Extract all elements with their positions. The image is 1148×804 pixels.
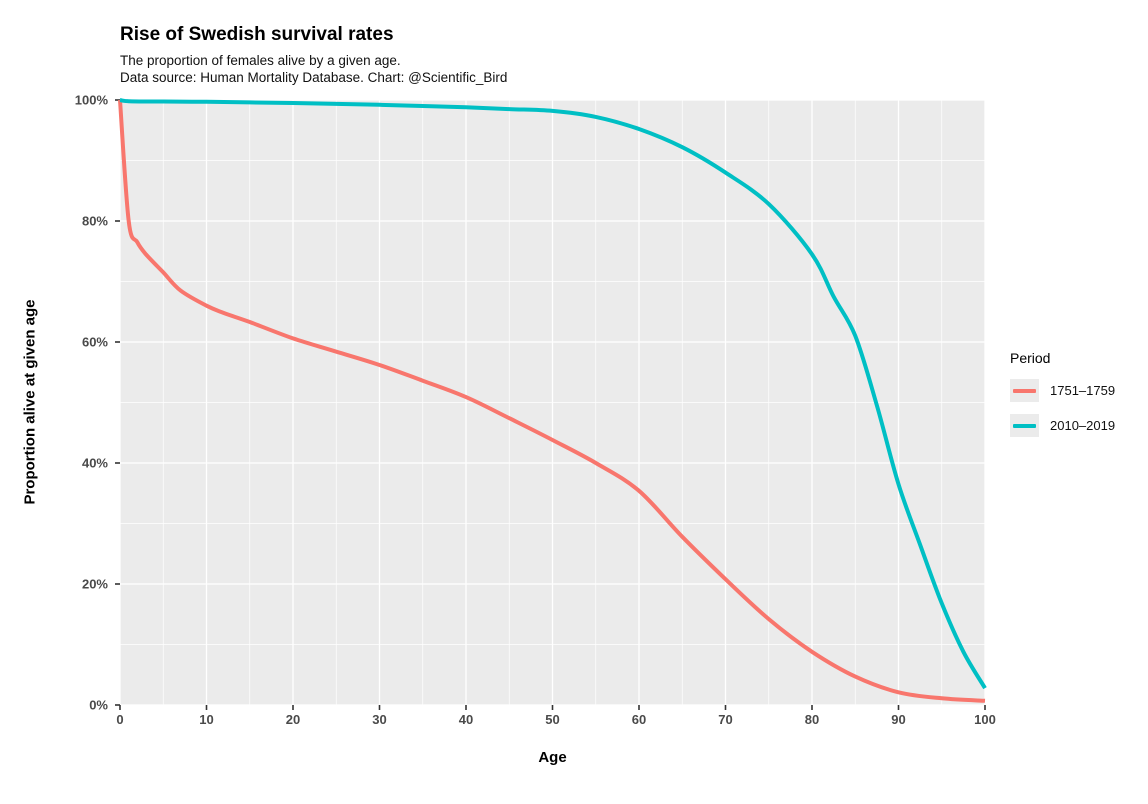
- x-tick-label: 90: [891, 712, 906, 727]
- x-tick-label: 30: [372, 712, 387, 727]
- y-tick-label: 60%: [81, 334, 108, 350]
- x-tick-label: 0: [116, 712, 124, 727]
- x-tick-label: 60: [631, 712, 647, 727]
- series-line-1751-1759: [118, 99, 986, 703]
- chart-subtitle-line1: The proportion of females alive by a giv…: [120, 53, 401, 68]
- legend-item: 2010–2019: [1010, 414, 1115, 437]
- legend: Period 1751–1759 2010–2019: [1010, 350, 1115, 449]
- x-tick-label: 100: [974, 712, 996, 727]
- legend-item-label: 2010–2019: [1050, 418, 1116, 433]
- x-tick-label: 70: [718, 712, 733, 727]
- y-tick-label: 100%: [74, 92, 108, 108]
- chart-subtitle-line2: Data source: Human Mortality Database. C…: [120, 70, 508, 85]
- y-tick-label: 20%: [81, 576, 108, 592]
- y-tick-label: 80%: [81, 213, 108, 229]
- legend-key-line-icon: [1013, 388, 1036, 393]
- y-tick-label: 40%: [81, 455, 108, 471]
- series-line-2010-2019: [119, 98, 987, 690]
- x-tick-label: 80: [804, 712, 820, 727]
- legend-items: 1751–1759 2010–2019: [1010, 379, 1115, 437]
- x-tick-label: 20: [285, 712, 301, 727]
- x-axis-title: Age: [538, 749, 567, 766]
- chart-title: Rise of Swedish survival rates: [120, 24, 394, 45]
- x-tick-label: 10: [199, 712, 214, 727]
- legend-key-swatch: [1010, 379, 1039, 402]
- legend-title: Period: [1010, 350, 1051, 366]
- y-axis-title: Proportion alive at given age: [21, 299, 39, 505]
- legend-item: 1751–1759: [1010, 379, 1115, 402]
- x-tick-label: 50: [545, 712, 560, 727]
- x-tick-label: 40: [458, 712, 474, 727]
- legend-key-swatch: [1010, 414, 1039, 437]
- legend-key-line-icon: [1013, 423, 1036, 428]
- legend-item-label: 1751–1759: [1050, 383, 1116, 398]
- y-tick-label: 0%: [89, 697, 108, 713]
